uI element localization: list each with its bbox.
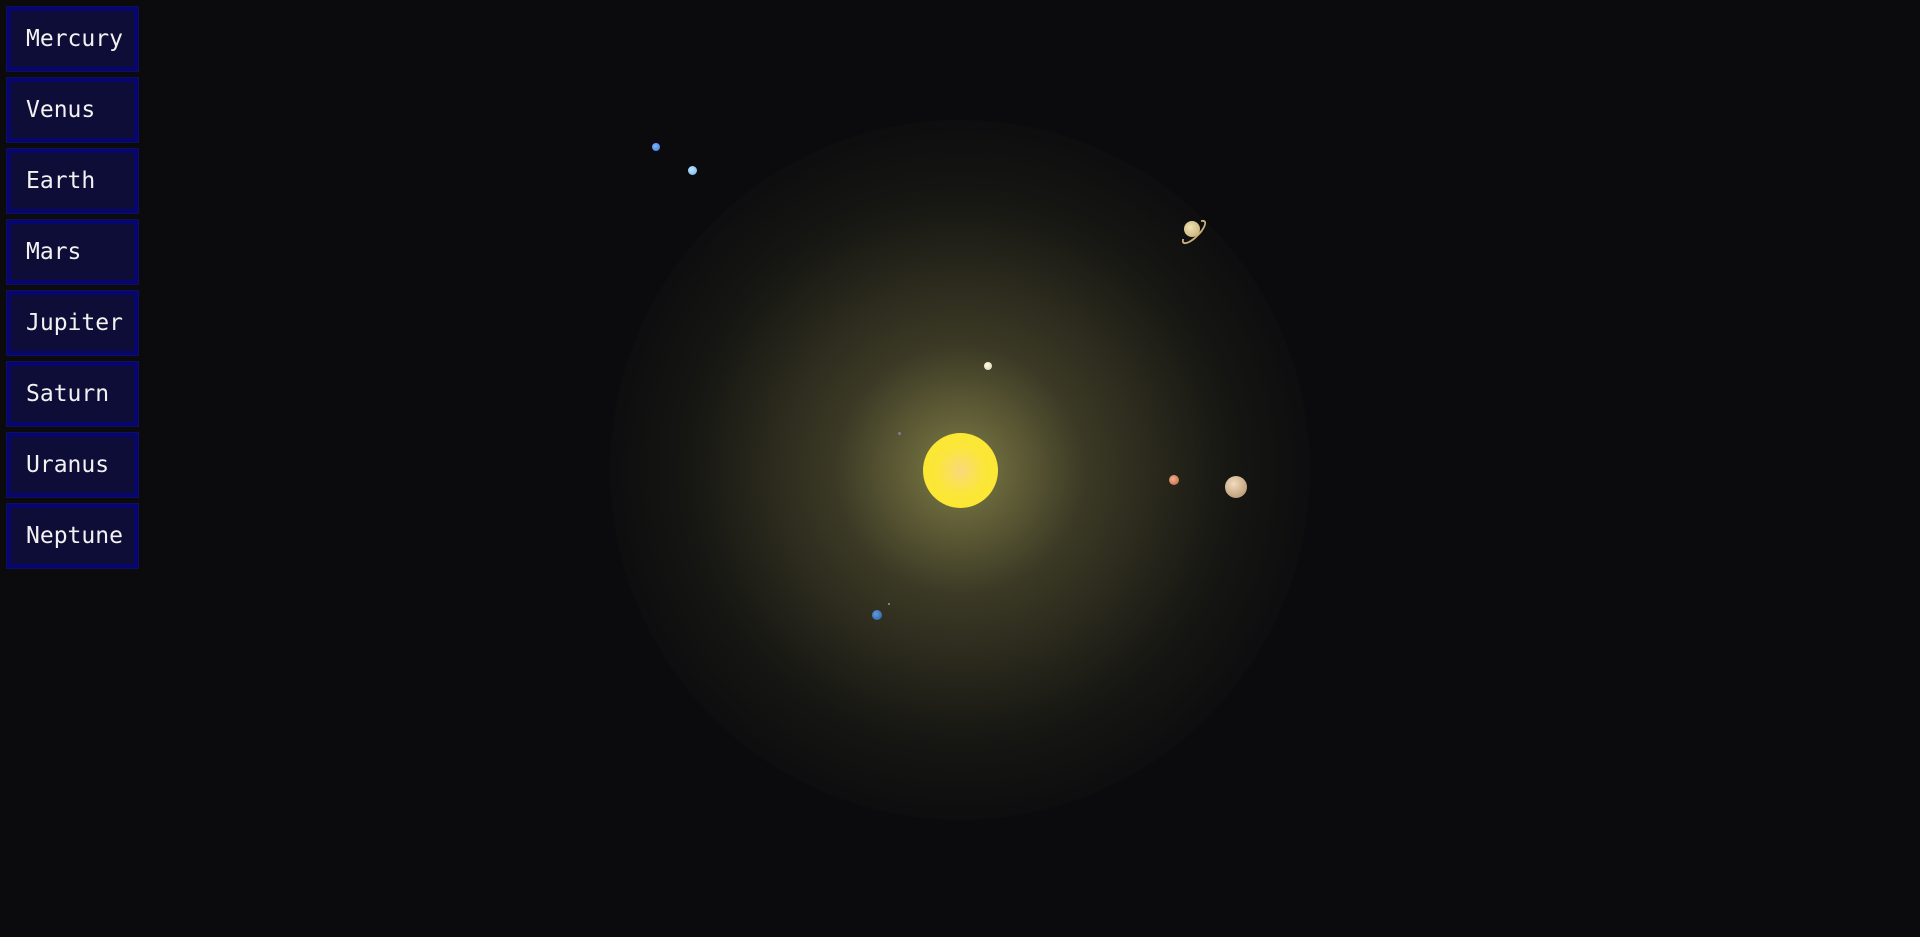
planet-mercury xyxy=(898,432,901,435)
mars-button[interactable]: Mars xyxy=(6,219,139,285)
jupiter-button[interactable]: Jupiter xyxy=(6,290,139,356)
planet-venus xyxy=(984,362,992,370)
planet-jupiter xyxy=(1225,476,1247,498)
neptune-button[interactable]: Neptune xyxy=(6,503,139,569)
planet-neptune xyxy=(652,143,660,151)
venus-button[interactable]: Venus xyxy=(6,77,139,143)
uranus-button[interactable]: Uranus xyxy=(6,432,139,498)
sun xyxy=(922,432,998,508)
planet-menu: Mercury Venus Earth Mars Jupiter Saturn … xyxy=(6,6,139,575)
planet-saturn xyxy=(1184,221,1200,237)
moon xyxy=(888,603,890,605)
earth-button[interactable]: Earth xyxy=(6,148,139,214)
planet-uranus xyxy=(688,166,697,175)
saturn-button[interactable]: Saturn xyxy=(6,361,139,427)
planet-earth xyxy=(872,610,882,620)
mercury-button[interactable]: Mercury xyxy=(6,6,139,72)
planet-mars xyxy=(1169,475,1179,485)
